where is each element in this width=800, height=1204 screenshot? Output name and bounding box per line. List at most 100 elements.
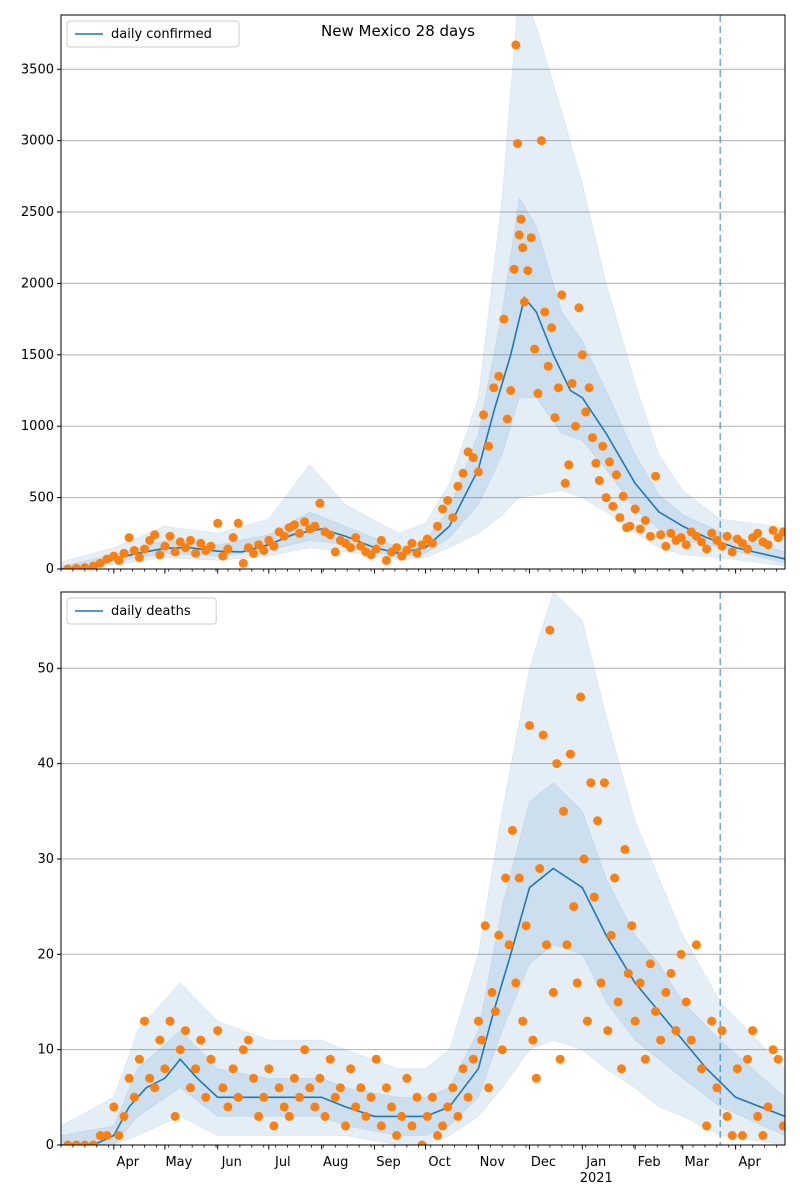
data-point xyxy=(533,388,543,398)
data-point xyxy=(640,1054,650,1064)
data-point xyxy=(697,1064,706,1074)
data-point xyxy=(279,531,289,541)
data-point xyxy=(463,1092,473,1102)
data-point xyxy=(753,528,763,538)
data-point xyxy=(591,458,601,468)
data-point xyxy=(712,1083,722,1093)
data-point xyxy=(102,554,112,564)
data-point xyxy=(206,1054,216,1064)
data-point xyxy=(129,1092,139,1102)
x-tick-label: May xyxy=(165,1155,192,1170)
data-point xyxy=(356,1083,366,1093)
data-point xyxy=(732,1064,742,1074)
data-point xyxy=(572,978,582,988)
data-point xyxy=(768,525,778,535)
data-point xyxy=(516,214,526,224)
data-point xyxy=(514,873,524,883)
data-point xyxy=(722,1111,732,1121)
data-point xyxy=(523,266,533,276)
data-point xyxy=(180,1026,190,1036)
legend-box xyxy=(66,20,240,48)
data-point xyxy=(351,1102,361,1112)
data-point xyxy=(88,561,98,569)
data-point xyxy=(627,921,637,931)
data-point xyxy=(119,1111,129,1121)
data-point xyxy=(289,520,299,530)
data-point xyxy=(249,1073,258,1083)
y-tick-label: 3500 xyxy=(21,62,54,77)
data-point xyxy=(702,1121,712,1131)
x-tick-label: Feb xyxy=(638,1155,661,1170)
data-point xyxy=(351,533,361,543)
data-point xyxy=(666,528,676,538)
data-point xyxy=(518,243,528,253)
data-point xyxy=(124,533,134,543)
data-point xyxy=(763,1102,773,1112)
data-point xyxy=(468,453,478,463)
legend-label: daily deaths xyxy=(111,604,191,619)
data-point xyxy=(109,1102,119,1112)
data-point xyxy=(743,544,752,554)
data-point xyxy=(259,545,269,555)
data-point xyxy=(191,1064,201,1074)
chart-title: New Mexico 28 days xyxy=(321,22,475,40)
data-point xyxy=(114,1131,124,1140)
data-point xyxy=(417,1140,427,1145)
data-point xyxy=(392,543,402,553)
data-point xyxy=(300,1045,310,1055)
data-point xyxy=(335,1083,345,1093)
data-point xyxy=(528,1035,538,1045)
y-tick-label: 50 xyxy=(37,661,54,676)
data-point xyxy=(487,987,497,997)
data-point xyxy=(550,413,560,423)
data-point xyxy=(577,350,587,360)
data-point xyxy=(582,1016,592,1026)
data-point xyxy=(712,535,722,545)
data-point xyxy=(274,1083,284,1093)
data-point xyxy=(249,548,258,558)
legend-box xyxy=(66,597,217,625)
deaths-panel: 0 10 20 30 40 50 Apr May Jun Jul Aug Sep Oct Nov Dec Ja… xyxy=(37,591,786,1186)
x-tick-label: Aug xyxy=(323,1155,348,1170)
data-point xyxy=(615,513,625,523)
y-tick-label: 500 xyxy=(29,491,54,506)
data-point xyxy=(397,1111,407,1121)
data-point xyxy=(758,1131,768,1140)
data-point xyxy=(484,441,494,451)
data-point xyxy=(519,297,529,307)
data-point xyxy=(511,978,521,988)
data-point xyxy=(507,825,517,835)
data-point xyxy=(778,1121,785,1131)
legend-label: daily confirmed xyxy=(111,27,212,42)
data-point xyxy=(80,1140,90,1145)
data-point xyxy=(584,383,594,393)
data-point xyxy=(119,548,129,558)
data-point xyxy=(289,1073,299,1083)
data-point xyxy=(196,538,206,548)
data-point xyxy=(346,1064,356,1074)
data-point xyxy=(630,504,640,514)
data-point xyxy=(325,1054,335,1064)
data-point xyxy=(223,544,233,554)
data-point xyxy=(618,491,628,501)
plot-frame xyxy=(60,14,786,570)
data-point xyxy=(480,921,490,931)
data-point xyxy=(531,1073,541,1083)
data-point xyxy=(656,530,666,540)
data-point xyxy=(387,1102,396,1112)
data-point xyxy=(325,530,335,540)
data-point xyxy=(686,1035,696,1045)
data-point xyxy=(560,478,570,488)
data-point xyxy=(518,1016,528,1026)
data-point xyxy=(95,1131,105,1140)
data-point xyxy=(526,233,536,243)
data-point xyxy=(264,1064,274,1074)
data-point xyxy=(160,1064,170,1074)
data-point xyxy=(540,307,550,317)
data-point xyxy=(155,550,165,560)
data-point xyxy=(279,1102,289,1112)
data-point xyxy=(407,1121,417,1131)
data-point xyxy=(300,517,310,527)
data-point xyxy=(269,541,279,551)
data-point xyxy=(175,1045,185,1055)
